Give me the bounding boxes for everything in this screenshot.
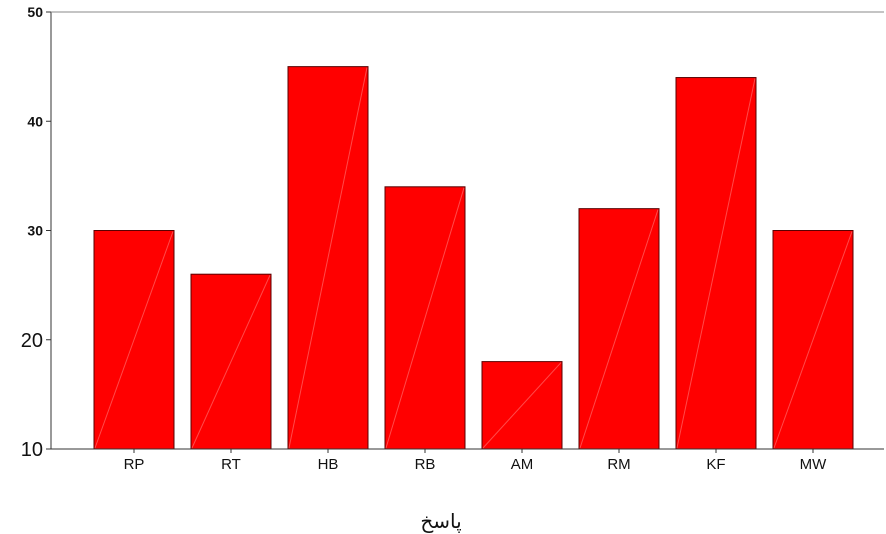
x-tick-label-rt: RT	[221, 456, 241, 473]
x-ticks: RP RT HB RB AM RM KF MW	[124, 449, 827, 473]
x-tick-label-mw: MW	[800, 456, 827, 473]
axes-layer	[50, 11, 884, 450]
bar-diagonal-rb	[385, 187, 465, 449]
x-tick-label-kf: KF	[706, 456, 725, 473]
y-ticks: 50 40 30 20 10	[21, 4, 51, 461]
x-tick-label-hb: HB	[318, 456, 339, 473]
y-tick-label-40: 40	[27, 113, 43, 129]
bars-layer	[93, 66, 854, 450]
bar-diagonal-mw	[773, 231, 853, 449]
bar-diagonal-am	[482, 362, 562, 449]
x-tick-label-am: AM	[511, 456, 534, 473]
y-tick-label-20: 20	[21, 330, 43, 352]
x-tick-label-rb: RB	[415, 456, 436, 473]
bar-diagonal-rp	[94, 231, 174, 449]
y-tick-label-10: 10	[21, 439, 43, 461]
bar-diagonal-rm	[579, 209, 659, 449]
bar-diagonal-hb	[288, 67, 368, 449]
x-tick-label-rm: RM	[607, 456, 630, 473]
x-axis-label: پاسخ	[420, 511, 461, 534]
y-tick-label-50: 50	[27, 4, 43, 20]
bar-diagonal-kf	[676, 78, 756, 449]
x-tick-label-rp: RP	[124, 456, 145, 473]
bar-diagonal-rt	[191, 274, 271, 449]
y-tick-label-30: 30	[27, 223, 43, 239]
